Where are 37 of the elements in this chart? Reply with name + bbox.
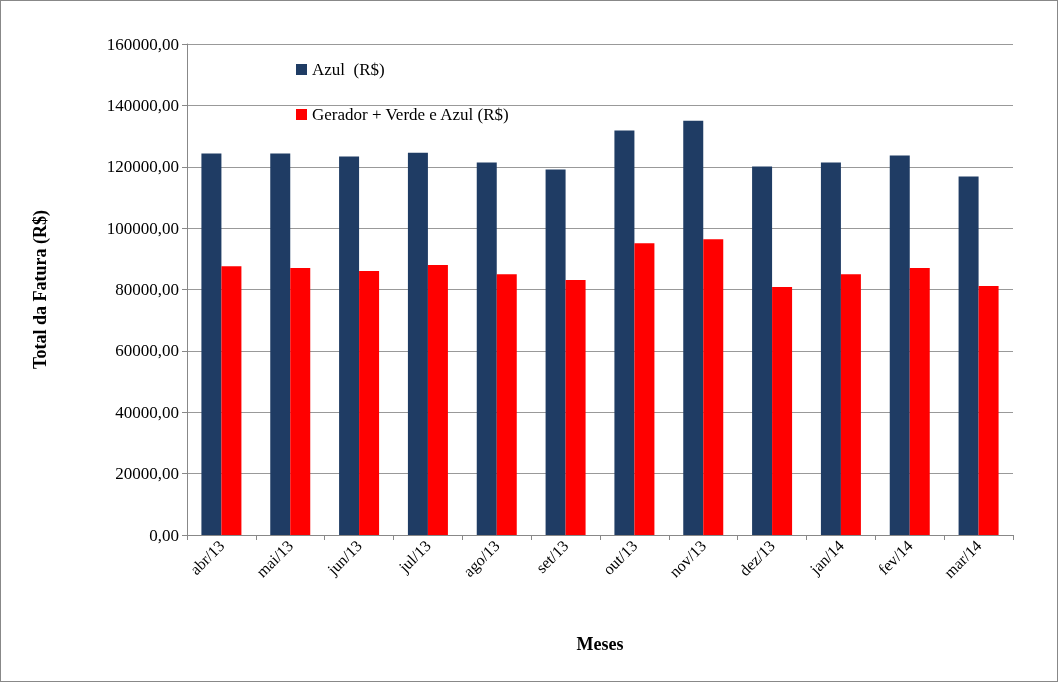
y-tick-label: 0,00 (149, 525, 179, 545)
bar (427, 264, 448, 535)
y-tick-label: 160000,00 (106, 34, 179, 54)
bar (840, 274, 861, 535)
y-tick-label: 60000,00 (115, 341, 179, 361)
y-tick-label: 20000,00 (115, 464, 179, 484)
bar (407, 152, 428, 535)
bar (359, 271, 380, 535)
bar (683, 120, 704, 535)
bar (909, 268, 930, 535)
bar (772, 287, 793, 535)
y-tick-label: 40000,00 (115, 402, 179, 422)
bar (201, 153, 222, 535)
bar (476, 162, 497, 535)
y-tick-label: 100000,00 (106, 218, 179, 238)
legend-label: Gerador + Verde e Azul (R$) (312, 105, 509, 124)
bar (634, 243, 655, 535)
bar (752, 166, 773, 535)
bar (496, 274, 517, 535)
bar (889, 155, 910, 535)
y-tick-label: 120000,00 (106, 157, 179, 177)
bar (270, 153, 291, 535)
legend-label: Azul (R$) (312, 60, 385, 79)
x-axis-title: Meses (576, 634, 624, 654)
y-axis-title: Total da Fatura (R$) (30, 210, 51, 369)
bar (820, 162, 841, 535)
bar (978, 286, 999, 535)
bar (221, 266, 242, 535)
y-tick-label: 140000,00 (106, 95, 179, 115)
bar (339, 156, 360, 535)
bar (565, 279, 586, 535)
bar (958, 176, 979, 535)
y-tick-label: 80000,00 (115, 280, 179, 299)
bar (703, 239, 724, 535)
bar (614, 130, 635, 535)
bar (290, 268, 311, 535)
bar (545, 169, 566, 535)
